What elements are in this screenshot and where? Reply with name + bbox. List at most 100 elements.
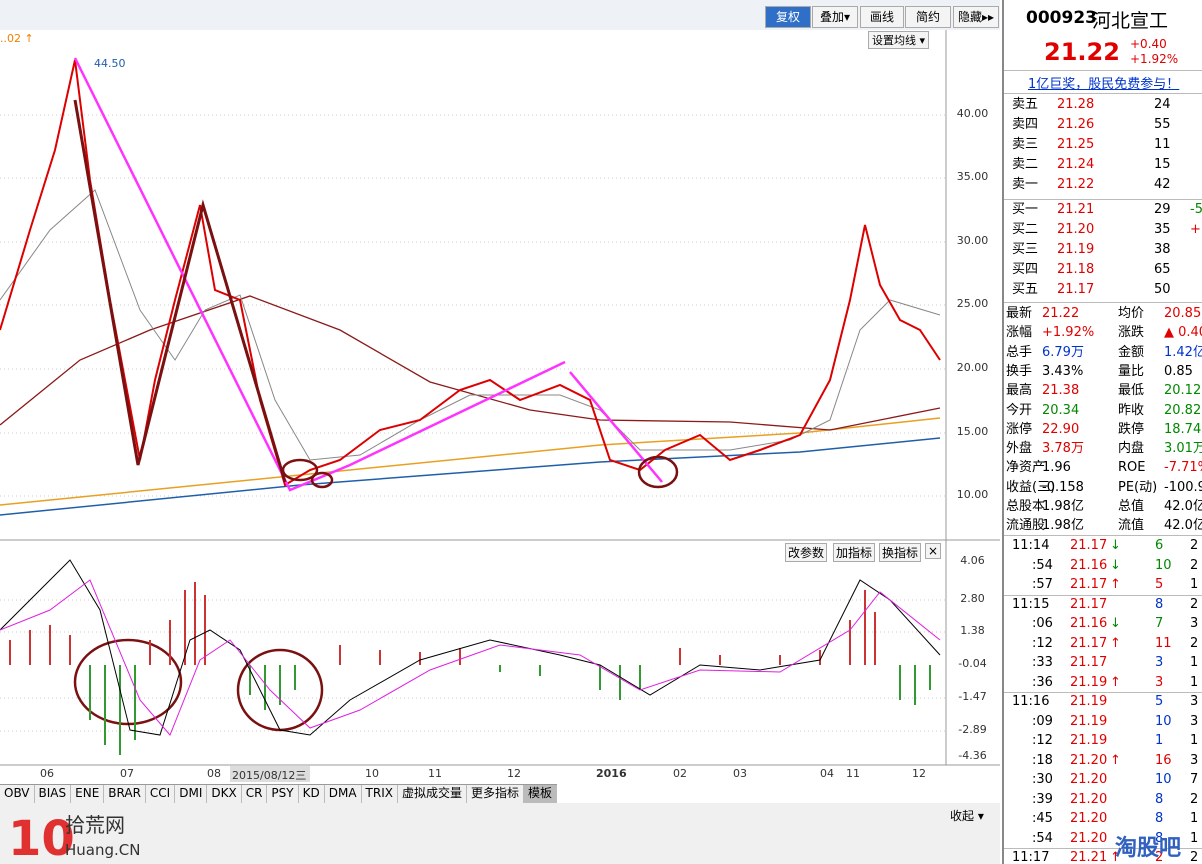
tick-row: :06 21.16 ↓ 7 3 bbox=[1012, 614, 1202, 633]
tab[interactable]: DMA bbox=[324, 785, 362, 803]
macd-button[interactable]: 换指标 bbox=[879, 543, 922, 562]
ma-button[interactable]: 设置均线 ▾ bbox=[868, 31, 930, 49]
annotation-circles bbox=[73, 455, 679, 732]
annotation-arrows bbox=[73, 57, 663, 492]
macd-tick-label: -1.47 bbox=[958, 690, 987, 703]
cell: 5 bbox=[1155, 694, 1164, 709]
toolbar-button[interactable]: 隐藏▸▸ bbox=[953, 6, 999, 28]
cell: 3 bbox=[1190, 616, 1199, 631]
cell: 21.17 bbox=[1070, 577, 1108, 592]
macd-button[interactable]: 改参数 bbox=[785, 543, 828, 562]
macd-button[interactable]: × bbox=[925, 543, 942, 559]
price-candles bbox=[0, 59, 941, 487]
logo-cn: 拾荒网 bbox=[65, 813, 125, 837]
price-tick-label: 15.00 bbox=[956, 425, 989, 438]
price-tick-label: 40.00 bbox=[956, 107, 989, 120]
date-label: 03 bbox=[733, 767, 747, 780]
cell: 内盘 bbox=[1118, 441, 1145, 457]
tab[interactable]: DMI bbox=[175, 785, 208, 803]
cell: 总手 bbox=[1006, 344, 1033, 360]
cell: :39 bbox=[1032, 791, 1053, 807]
cell: 35 bbox=[1154, 222, 1171, 237]
cell: 21.25 bbox=[1057, 137, 1095, 152]
cell: :45 bbox=[1032, 811, 1053, 826]
cell: :54 bbox=[1032, 830, 1053, 846]
tab[interactable]: KD bbox=[298, 785, 325, 803]
cell: 8 bbox=[1155, 596, 1164, 612]
collapse-button[interactable]: 收起 ▾ bbox=[950, 809, 984, 823]
cell: 3 bbox=[1190, 752, 1199, 768]
tab[interactable]: ENE bbox=[71, 785, 105, 803]
cell: 买五 bbox=[1012, 282, 1039, 297]
cell: 10 bbox=[1155, 557, 1172, 573]
ask-row: 卖四 21.26 55 bbox=[1012, 115, 1202, 134]
date-label: 02 bbox=[673, 767, 687, 780]
cell: 21.28 bbox=[1057, 97, 1095, 112]
cell: 16 bbox=[1155, 752, 1172, 768]
cell: 11 bbox=[1154, 137, 1171, 152]
cell: :57 bbox=[1032, 577, 1053, 592]
cell: 跌停 bbox=[1118, 421, 1145, 437]
toolbar-button[interactable]: 简约 bbox=[905, 6, 951, 28]
cell: ↑ bbox=[1110, 635, 1121, 651]
date-label: 12 bbox=[912, 767, 926, 780]
cell: 1 bbox=[1190, 733, 1199, 748]
cell: 11:16 bbox=[1012, 694, 1050, 709]
cell: 卖一 bbox=[1012, 177, 1039, 192]
separator bbox=[1004, 692, 1202, 693]
tab[interactable]: CCI bbox=[145, 785, 176, 803]
toolbar-button[interactable]: 画线 bbox=[860, 6, 904, 28]
tab[interactable]: PSY bbox=[267, 785, 299, 803]
tab[interactable]: CR bbox=[241, 785, 268, 803]
date-label: 04 bbox=[820, 767, 834, 780]
cell: 换手 bbox=[1006, 363, 1033, 379]
stat-row: 最新 21.22 均价 20.85 bbox=[1006, 304, 1202, 323]
cell: 65 bbox=[1154, 262, 1171, 277]
stat-row: 收益(三)-0.158 PE(动) -100.96 bbox=[1006, 478, 1202, 497]
watermark: 淘股吧 bbox=[1115, 836, 1182, 861]
tab[interactable]: 模板 bbox=[524, 785, 558, 803]
cell: 1 bbox=[1190, 811, 1199, 826]
cell: 15 bbox=[1154, 157, 1171, 172]
stat-row: 涨幅 +1.92% 涨跌 ▲ 0.40 bbox=[1006, 323, 1202, 342]
cell: 50 bbox=[1154, 282, 1171, 297]
toolbar-button[interactable]: 复权 bbox=[765, 6, 811, 28]
cell: ▲ 0.40 bbox=[1164, 325, 1202, 341]
cell: 21.21 bbox=[1057, 202, 1095, 217]
cell: 最新 bbox=[1006, 306, 1033, 321]
cell: 21.17 bbox=[1057, 282, 1095, 297]
cell: 42.0亿 bbox=[1164, 499, 1202, 514]
ma-line bbox=[0, 437, 941, 516]
logo-num: 10 bbox=[8, 811, 75, 864]
cell: 5 bbox=[1155, 577, 1164, 592]
cell: -100.96 bbox=[1164, 479, 1202, 495]
bid-row: 买三 21.19 38 bbox=[1012, 240, 1202, 259]
macd-tick-label: 1.38 bbox=[960, 624, 985, 637]
ad-link[interactable]: 1亿巨奖，股民免费参与！ bbox=[1028, 77, 1180, 92]
tab[interactable]: 更多指标 bbox=[466, 785, 524, 803]
macd-tick-label: -0.04 bbox=[958, 657, 987, 670]
change-pct: +1.92% bbox=[1130, 52, 1179, 66]
cell: 3.43% bbox=[1042, 363, 1084, 379]
cell: 21.17 bbox=[1070, 596, 1108, 612]
tab[interactable]: TRIX bbox=[361, 785, 398, 803]
cell: 涨停 bbox=[1006, 421, 1033, 437]
toolbar-button[interactable]: 叠加▾ bbox=[812, 6, 858, 28]
cell: 6 bbox=[1155, 538, 1164, 553]
cell: 21.22 bbox=[1042, 306, 1080, 321]
tick-row: :54 21.16 ↓ 10 2 bbox=[1012, 556, 1202, 575]
tab[interactable]: DKX bbox=[207, 785, 242, 803]
tab[interactable]: OBV bbox=[0, 785, 35, 803]
tab[interactable]: BIAS bbox=[34, 785, 72, 803]
macd-button[interactable]: 加指标 bbox=[833, 543, 876, 562]
cell: 1 bbox=[1190, 577, 1199, 592]
tab[interactable]: BRAR bbox=[104, 785, 146, 803]
price-tick-label: 25.00 bbox=[956, 297, 989, 310]
tick-row: :45 21.20 8 1 bbox=[1012, 809, 1202, 828]
stat-row: 流通股 1.98亿 流值 42.0亿 bbox=[1006, 516, 1202, 535]
cell: 1.98亿 bbox=[1042, 518, 1084, 534]
tab[interactable]: 虚拟成交量 bbox=[397, 785, 467, 803]
date-highlight bbox=[230, 766, 310, 782]
cell: 卖三 bbox=[1012, 137, 1039, 152]
